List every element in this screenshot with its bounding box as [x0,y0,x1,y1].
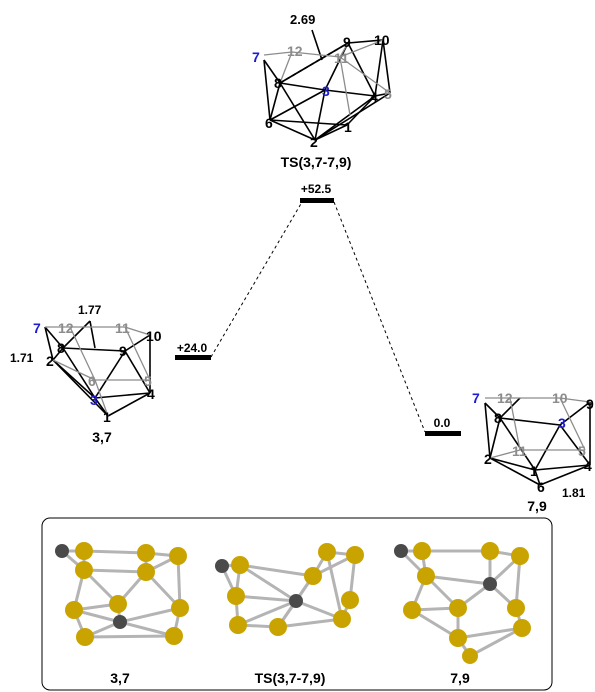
product-atom-4: 4 [584,458,592,474]
ts-energy-bar [300,198,334,203]
product-atom-1: 1 [530,463,538,479]
reactant-atom-11: 11 [115,320,130,336]
reactant-distance-top: 1.77 [78,303,102,317]
ts-atom-5: 5 [384,86,392,102]
reactant-cluster: 1.77 1.71 7 12 11 10 8 9 6 5 2 3 4 1 3,7 [10,303,162,445]
reactant-atom-9: 9 [119,343,127,359]
connector-ts-product [333,201,426,433]
panel-label-7-9: 7,9 [450,670,470,686]
ts-atom-1: 1 [344,119,352,135]
reactant-atom-12: 12 [58,320,74,336]
product-atom-10: 10 [552,390,568,406]
ts-atom-4: 4 [370,89,378,105]
reactant-distance-side: 1.71 [10,351,34,365]
ts-energy-value: +52.5 [301,182,332,196]
product-energy-value: 0.0 [434,416,451,430]
reactant-atom-2: 2 [46,353,54,369]
product-atom-5: 5 [578,443,586,459]
reactant-atom-3: 3 [90,392,98,408]
product-atom-3: 3 [558,415,566,431]
product-atom-6: 6 [537,479,545,495]
ts-atom-2: 2 [310,134,318,150]
product-cluster: 7 12 10 9 8 3 11 5 2 1 4 6 1.81 7,9 [472,390,594,514]
product-energy-bar [425,431,461,436]
product-atom-9: 9 [586,396,594,412]
ts-atom-7: 7 [252,49,260,65]
product-atom-7: 7 [472,390,480,406]
reactant-energy-value: +24.0 [177,341,208,355]
product-atom-8: 8 [494,410,502,426]
model-3-7 [55,542,189,646]
ts-atom-9: 9 [343,34,351,50]
reactant-atom-6: 6 [88,373,96,389]
product-distance: 1.81 [562,486,586,500]
product-atom-11: 11 [512,443,527,459]
reactant-atom-4: 4 [147,386,155,402]
ts-atom-3: 3 [322,83,330,99]
ts-atom-11: 11 [334,50,349,66]
model-7-9 [394,542,531,664]
panel-label-ts: TS(3,7-7,9) [255,670,326,686]
model-ts [215,543,364,636]
reactant-atom-7: 7 [33,320,41,336]
ts-atom-10: 10 [374,32,390,48]
energy-levels: +52.5 +24.0 0.0 [175,182,461,436]
ts-atom-6: 6 [265,115,273,131]
ts-label: TS(3,7-7,9) [281,154,352,170]
reactant-atom-8: 8 [57,340,65,356]
ts-atom-8: 8 [274,75,282,91]
reactant-atom-5: 5 [144,373,152,389]
panel-label-3-7: 3,7 [110,670,130,686]
ts-atom-12: 12 [287,43,303,59]
reactant-energy-bar [175,355,211,360]
reactant-atom-1: 1 [103,409,111,425]
reactant-atom-10: 10 [146,328,162,344]
connector-reactant-ts [210,201,303,358]
product-atom-12: 12 [497,390,513,406]
ts-cluster: 2.69 7 12 11 9 10 8 3 4 5 6 1 2 TS(3,7-7… [252,12,392,170]
reactant-label: 3,7 [92,429,112,445]
product-atom-2: 2 [484,451,492,467]
ts-distance-label: 2.69 [290,12,315,27]
product-label: 7,9 [527,498,547,514]
